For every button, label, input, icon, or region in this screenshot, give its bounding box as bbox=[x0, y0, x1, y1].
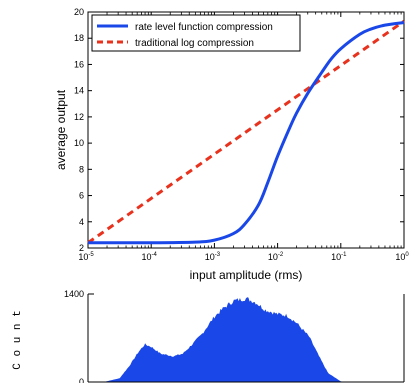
x-tick-exponent: -2 bbox=[278, 252, 284, 258]
legend: rate level function compression traditio… bbox=[91, 14, 301, 52]
y-tick-label: 14 bbox=[74, 86, 84, 96]
x-tick-label: 10-5 bbox=[78, 252, 94, 262]
x-tick-base: 10 bbox=[268, 252, 278, 262]
x-axis-label: input amplitude (rms) bbox=[190, 268, 303, 282]
histogram: 1400 0 C o u n t bbox=[12, 289, 405, 383]
histogram-y-tick-max: 1400 bbox=[64, 289, 84, 299]
x-tick-label: 10-1 bbox=[331, 252, 347, 262]
x-tick-exponent: -4 bbox=[152, 252, 158, 258]
series-line-log-compression bbox=[87, 19, 405, 244]
histogram-y-label: C o u n t bbox=[12, 310, 24, 369]
histogram-y-tick-zero: 0 bbox=[79, 377, 84, 383]
x-axis-ticks: 10-5 10-4 10-3 10-2 10-1 100 bbox=[78, 12, 409, 262]
x-tick-label: 10-3 bbox=[205, 252, 221, 262]
legend-label-rate-level: rate level function compression bbox=[135, 22, 273, 33]
y-tick-label: 10 bbox=[74, 138, 84, 148]
series-line-rate-level bbox=[87, 21, 405, 245]
x-tick-exponent: -3 bbox=[215, 252, 221, 258]
x-tick-base: 10 bbox=[142, 252, 152, 262]
histogram-area bbox=[88, 297, 404, 382]
y-tick-label: 2 bbox=[79, 243, 84, 253]
y-tick-label: 8 bbox=[79, 164, 84, 174]
x-tick-exponent: 0 bbox=[405, 252, 409, 258]
x-tick-base: 10 bbox=[395, 252, 405, 262]
y-tick-label: 6 bbox=[79, 191, 84, 201]
x-tick-label: 100 bbox=[395, 252, 409, 262]
plot-area-frame bbox=[87, 11, 405, 249]
x-tick-label: 10-4 bbox=[142, 252, 158, 262]
y-axis-ticks: 2 4 6 8 10 12 14 16 18 20 bbox=[74, 7, 404, 253]
legend-box bbox=[91, 14, 301, 52]
x-tick-base: 10 bbox=[205, 252, 215, 262]
legend-label-log: traditional log compression bbox=[135, 38, 254, 49]
y-tick-label: 20 bbox=[74, 7, 84, 17]
x-tick-exponent: -5 bbox=[88, 252, 94, 258]
series-lines bbox=[87, 19, 405, 245]
y-tick-label: 4 bbox=[79, 217, 84, 227]
y-tick-label: 18 bbox=[74, 33, 84, 43]
y-axis-label: average output bbox=[54, 89, 68, 170]
x-tick-exponent: -1 bbox=[341, 252, 347, 258]
x-tick-base: 10 bbox=[331, 252, 341, 262]
y-tick-label: 16 bbox=[74, 59, 84, 69]
y-tick-label: 12 bbox=[74, 112, 84, 122]
x-tick-base: 10 bbox=[78, 252, 88, 262]
x-tick-label: 10-2 bbox=[268, 252, 284, 262]
